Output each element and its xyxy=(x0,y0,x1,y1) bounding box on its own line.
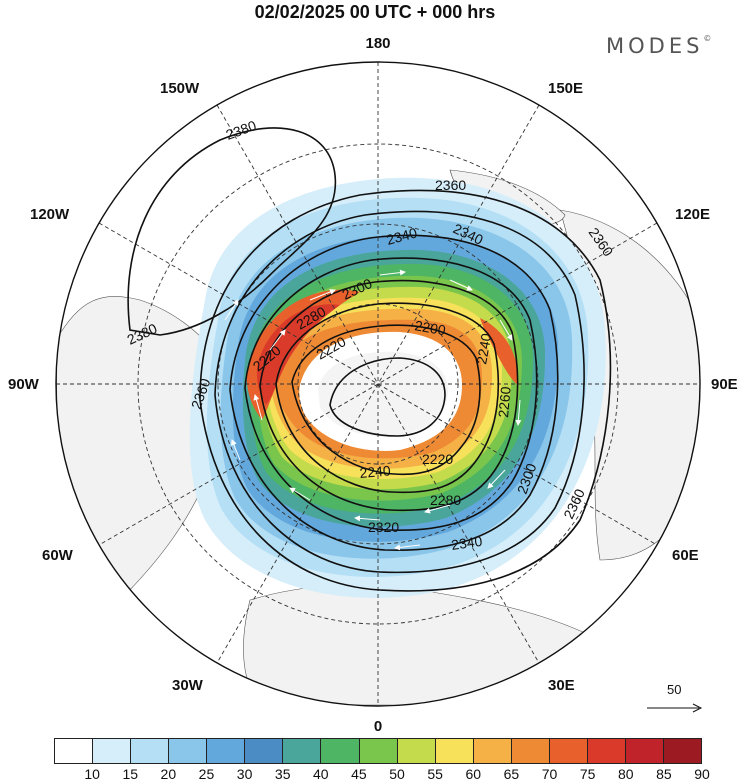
lon-label-60e: 60E xyxy=(672,547,699,564)
contour-label: 2280 xyxy=(430,492,461,508)
colorbar-tick-label: 70 xyxy=(541,766,558,782)
lon-label-60w: 60W xyxy=(42,547,74,564)
lon-label-30e: 30E xyxy=(548,677,575,694)
colorbar-swatch xyxy=(587,739,626,763)
colorbar-swatch xyxy=(625,739,664,763)
brand-name: MODES xyxy=(606,34,704,58)
colorbar-ticks: 10 15 20 25 30 35 40 45 50 55 60 65 70 75 80 85 90 xyxy=(54,766,709,782)
contour-label: 2340 xyxy=(385,224,419,248)
contour-label: 2240 xyxy=(359,462,392,481)
contour-label: 2260 xyxy=(495,386,514,419)
colorbar-tick-label: 15 xyxy=(122,766,139,782)
colorbar-tick-label: 45 xyxy=(351,766,367,782)
lon-label-120e: 120E xyxy=(675,206,710,223)
contour-label: 2360 xyxy=(435,177,466,193)
colorbar-tick-label: 65 xyxy=(503,766,520,782)
colorbar-tick-label: 80 xyxy=(617,766,634,782)
colorbar-swatch xyxy=(55,739,94,763)
colorbar-swatch xyxy=(549,739,588,763)
colorbar-swatch xyxy=(664,739,702,763)
contour-label: 2200 xyxy=(413,317,447,338)
lon-label-150w: 150W xyxy=(160,80,200,97)
polar-stereographic-map: 180 0 90W 90E 150W 150E 120W 120E 60W 60… xyxy=(8,35,738,735)
contour-label: 2340 xyxy=(450,533,483,553)
colorbar-swatch xyxy=(169,739,208,763)
lon-label-30w: 30W xyxy=(172,677,204,694)
brand-mark: © xyxy=(703,34,712,43)
lon-label-0: 0 xyxy=(374,718,382,735)
colorbar-swatch xyxy=(473,739,512,763)
colorbar-swatch xyxy=(131,739,170,763)
colorbar-swatch xyxy=(245,739,284,763)
colorbar-swatch xyxy=(435,739,474,763)
height-contours xyxy=(127,127,612,592)
colorbar xyxy=(54,738,702,764)
colorbar-swatch xyxy=(93,739,132,763)
vector-reference-value: 50 xyxy=(667,682,682,697)
contour-label: 2320 xyxy=(368,519,399,535)
lon-label-120w: 120W xyxy=(30,206,70,223)
colorbar-swatch xyxy=(207,739,246,763)
colorbar-tick-label: 50 xyxy=(389,766,405,782)
colorbar-swatch xyxy=(321,739,360,763)
colorbar-tick-label: 55 xyxy=(427,766,443,782)
lon-label-90e: 90E xyxy=(711,376,738,393)
lon-label-180: 180 xyxy=(365,35,390,52)
colorbar-swatch xyxy=(397,739,436,763)
lon-label-90w: 90W xyxy=(8,376,40,393)
colorbar-tick-label: 30 xyxy=(236,766,253,782)
vector-reference: 50 xyxy=(645,680,705,720)
contour-label: 2240 xyxy=(473,332,494,366)
colorbar-tick-label: 35 xyxy=(274,766,291,782)
brand-logo: MODES© xyxy=(606,34,711,58)
vector-reference-arrow-icon xyxy=(647,703,703,713)
wind-vectors xyxy=(224,269,561,551)
map-boundary xyxy=(55,61,701,707)
colorbar-tick-label: 10 xyxy=(84,766,100,782)
colorbar-swatch xyxy=(283,739,322,763)
colorbar-tick-label: 90 xyxy=(694,766,710,782)
colorbar-tick-label: 25 xyxy=(198,766,215,782)
lon-label-150e: 150E xyxy=(548,80,583,97)
colorbar-tick-label: 40 xyxy=(313,766,329,782)
colorbar-tick-label: 75 xyxy=(579,766,596,782)
colorbar-swatch xyxy=(359,739,398,763)
contour-label: 2220 xyxy=(422,451,453,467)
colorbar-tick-label: 60 xyxy=(465,766,482,782)
colorbar-tick-label: 85 xyxy=(656,766,672,782)
colorbar-tick-label: 20 xyxy=(160,766,177,782)
colorbar-swatch xyxy=(511,739,550,763)
map-title: 02/02/2025 00 UTC + 000 hrs xyxy=(254,2,496,22)
